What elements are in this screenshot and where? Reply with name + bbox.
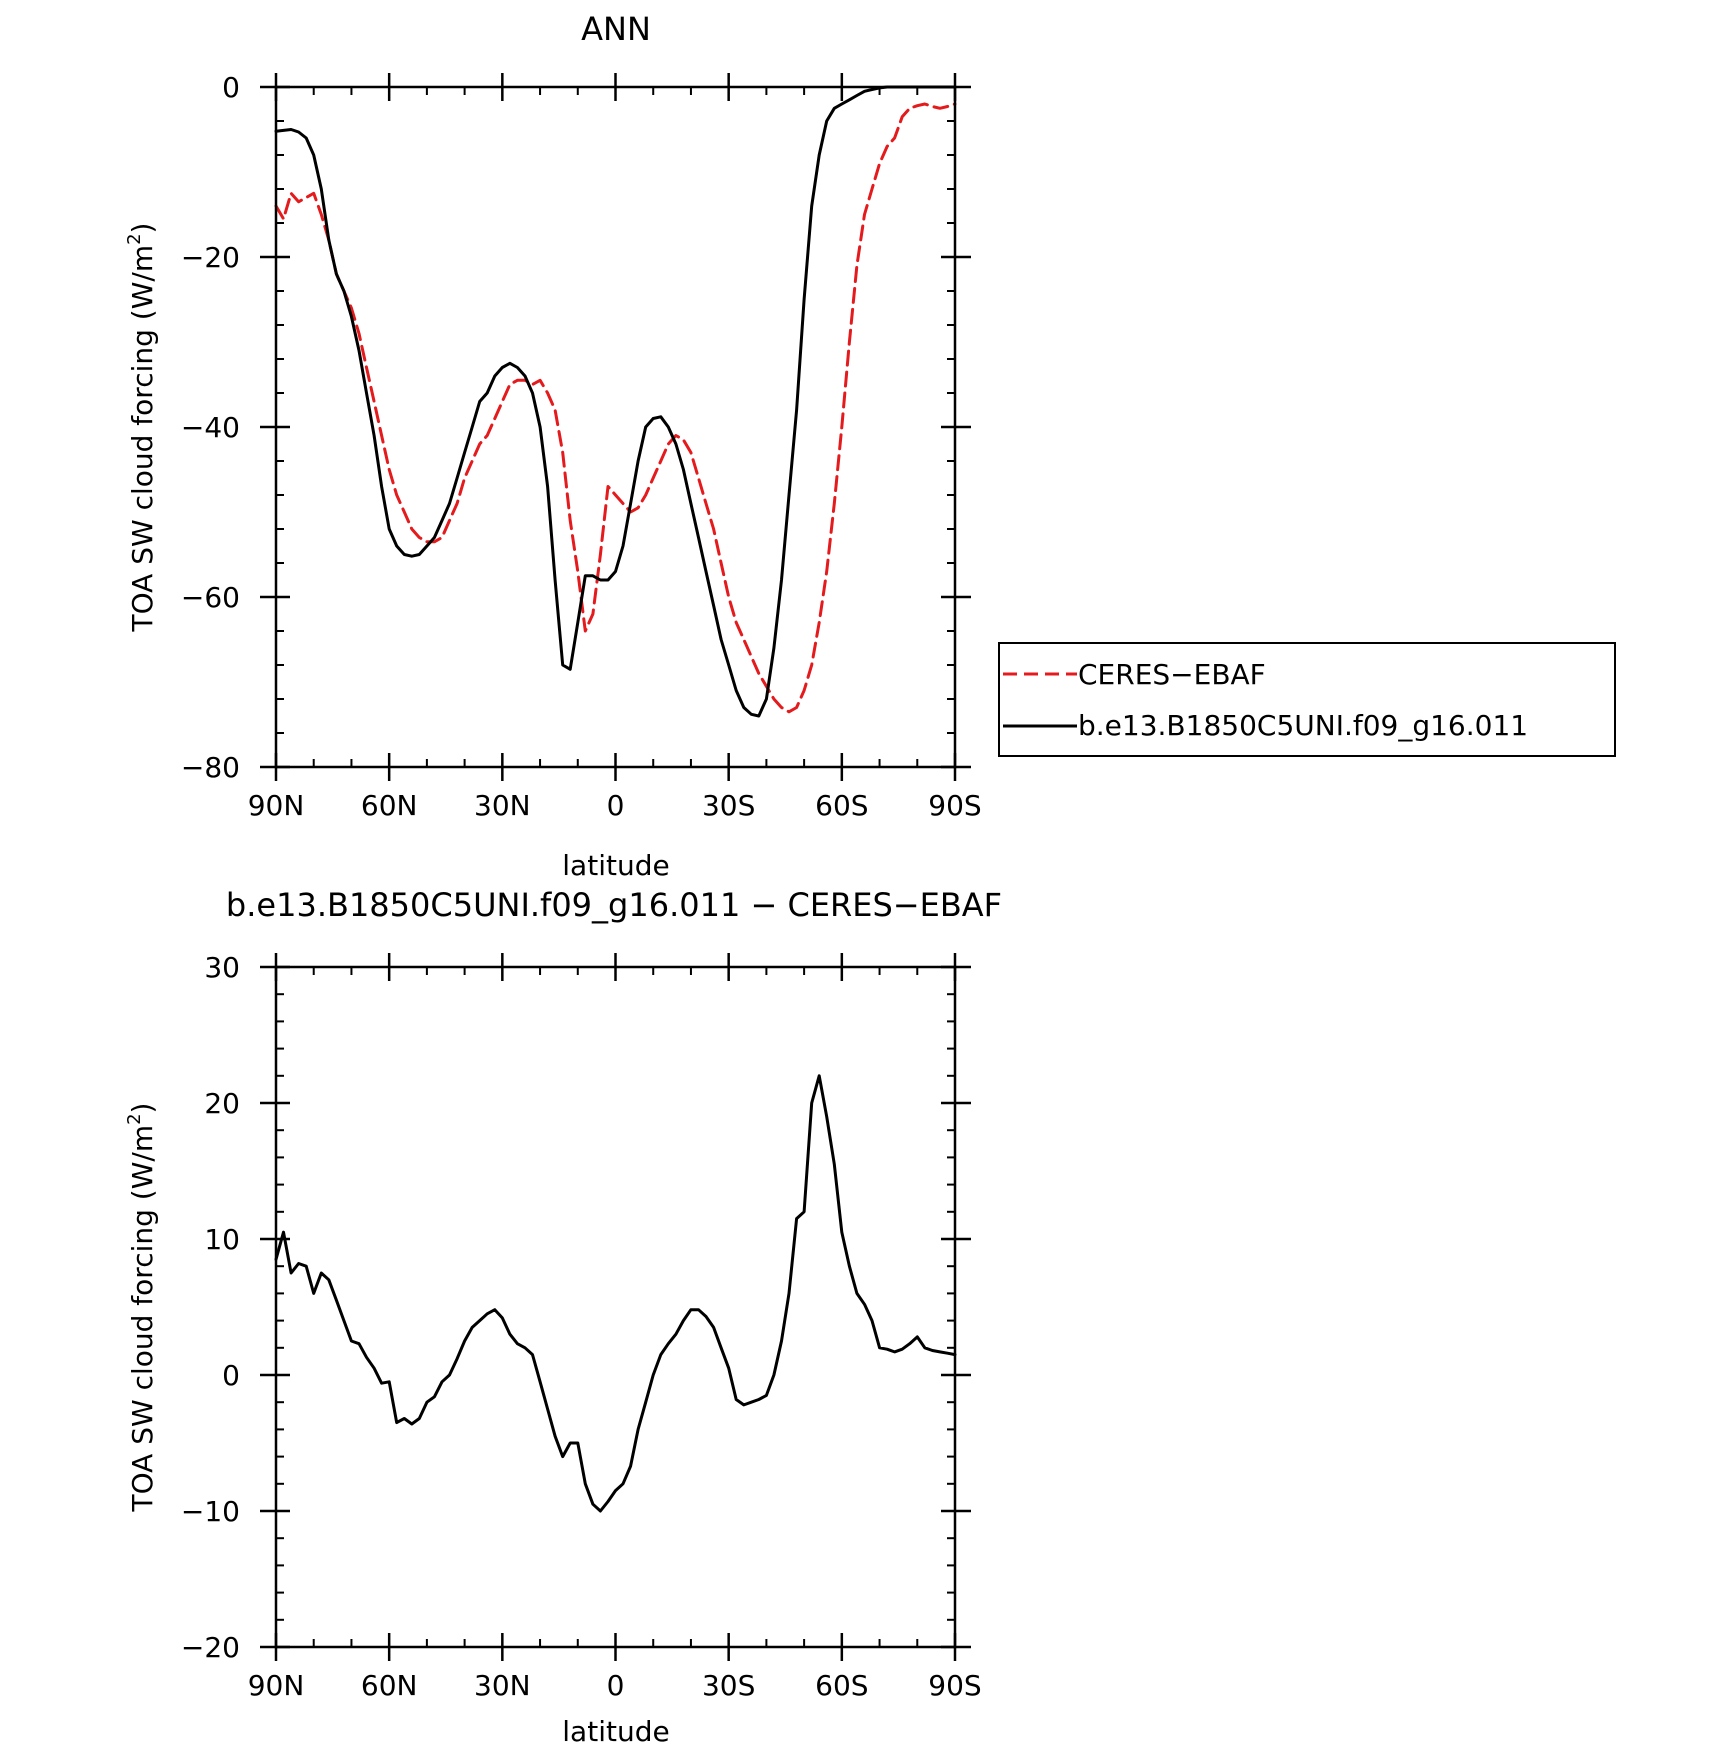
top-panel-y-axis-title: TOA SW cloud forcing (W/m2) [124, 223, 159, 633]
top-panel-y-tick-labels: 0 −20 −40 −60 −80 [181, 71, 240, 784]
legend-label-ceres-ebaf: CERES−EBAF [1078, 658, 1266, 691]
bottom-panel-x-tick-label-60n: 60N [361, 1669, 418, 1702]
bottom-panel-y-axis-title-main: TOA SW cloud forcing (W/m [126, 1125, 159, 1513]
top-panel-series-line-ceres-ebaf [274, 102, 957, 714]
bottom-panel-y-tick-label-30: 30 [204, 951, 240, 984]
bottom-panel-y-tick-label-20: 20 [204, 1087, 240, 1120]
bottom-panel-x-tick-labels: 90N 60N 30N 0 30S 60S 90S [248, 1669, 982, 1702]
bottom-panel-x-tick-label-30s: 30S [702, 1669, 755, 1702]
bottom-panel-y-tick-label-10: 10 [204, 1223, 240, 1256]
legend-label-model: b.e13.B1850C5UNI.f09_g16.011 [1078, 709, 1528, 742]
top-panel-x-tick-label-30s: 30S [702, 789, 755, 822]
top-panel-ticks [260, 73, 971, 781]
bottom-panel-y-tick-label-10: −10 [181, 1495, 240, 1528]
top-panel-x-tick-label-0: 0 [607, 789, 625, 822]
top-panel-x-tick-label-90s: 90S [928, 789, 981, 822]
top-panel-title: ANN [581, 10, 651, 48]
bottom-panel-y-axis-title-suffix: ) [126, 1103, 159, 1114]
top-panel-y-axis-title-superscript: 2 [124, 233, 145, 244]
top-panel-y-tick-label-80: −80 [181, 751, 240, 784]
bottom-panel-x-tick-label-30n: 30N [474, 1669, 531, 1702]
top-panel-x-tick-label-90n: 90N [248, 789, 305, 822]
bottom-panel: b.e13.B1850C5UNI.f09_g16.011 − CERES−EBA… [124, 886, 1002, 1748]
top-panel-y-tick-label-60: −60 [181, 581, 240, 614]
legend: CERES−EBAF b.e13.B1850C5UNI.f09_g16.011 [998, 642, 1616, 757]
bottom-panel-y-axis-title-superscript: 2 [124, 1113, 145, 1124]
bottom-panel-y-axis-title: TOA SW cloud forcing (W/m2) [124, 1103, 159, 1513]
bottom-panel-title: b.e13.B1850C5UNI.f09_g16.011 − CERES−EBA… [226, 886, 1002, 924]
bottom-panel-x-tick-label-90n: 90N [248, 1669, 305, 1702]
top-panel-y-tick-label-20: −20 [181, 241, 240, 274]
bottom-panel-series-line-difference [274, 1074, 957, 1513]
bottom-panel-x-tick-label-60s: 60S [815, 1669, 868, 1702]
top-panel-series-line-b-e13-b1850c5uni-f09-g16-011 [274, 85, 957, 718]
top-panel-series [274, 85, 957, 718]
top-panel-y-tick-label-40: −40 [181, 411, 240, 444]
bottom-panel-y-tick-label-20: −20 [181, 1631, 240, 1664]
top-panel: ANN 90N 60N 30N 0 30S 60S 90S 0 −20 −40 −60 −80 la… [124, 10, 982, 882]
top-panel-frame [274, 85, 957, 769]
bottom-panel-y-tick-label-0: 0 [222, 1359, 240, 1392]
top-panel-x-tick-label-60n: 60N [361, 789, 418, 822]
top-panel-x-tick-labels: 90N 60N 30N 0 30S 60S 90S [248, 789, 982, 822]
bottom-panel-y-tick-labels: 30 20 10 0 −10 −20 [181, 951, 240, 1664]
bottom-panel-x-axis-title: latitude [562, 1715, 669, 1748]
top-panel-x-tick-label-30n: 30N [474, 789, 531, 822]
bottom-panel-series [274, 1074, 957, 1513]
top-panel-y-axis-title-suffix: ) [126, 223, 159, 234]
bottom-panel-frame [274, 965, 957, 1649]
legend-box [998, 642, 1616, 757]
top-panel-y-axis-title-main: TOA SW cloud forcing (W/m [126, 245, 159, 633]
top-panel-y-tick-label-0: 0 [222, 71, 240, 104]
top-panel-x-axis-title: latitude [562, 849, 669, 882]
bottom-panel-x-tick-label-0: 0 [607, 1669, 625, 1702]
bottom-panel-ticks [260, 953, 971, 1661]
top-panel-x-tick-label-60s: 60S [815, 789, 868, 822]
bottom-panel-x-tick-label-90s: 90S [928, 1669, 981, 1702]
